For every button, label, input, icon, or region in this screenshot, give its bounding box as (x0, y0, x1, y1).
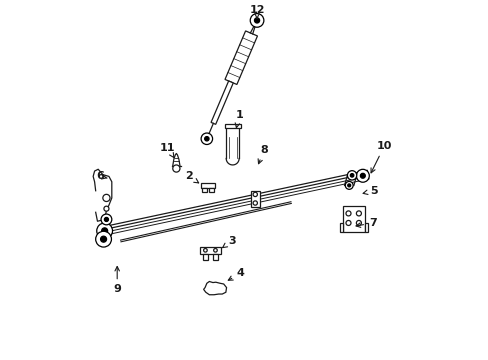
Circle shape (253, 201, 257, 205)
Bar (208, 188, 213, 192)
Circle shape (356, 211, 361, 216)
Polygon shape (224, 31, 257, 85)
Circle shape (254, 18, 259, 23)
Circle shape (201, 133, 212, 144)
Circle shape (101, 236, 106, 242)
Bar (340, 223, 343, 232)
Circle shape (203, 248, 207, 252)
Circle shape (213, 248, 217, 252)
Bar (343, 206, 364, 232)
Circle shape (104, 217, 108, 221)
Circle shape (253, 192, 257, 197)
Circle shape (345, 181, 352, 189)
Circle shape (102, 194, 110, 202)
Text: 3: 3 (222, 236, 235, 248)
Text: 9: 9 (113, 266, 121, 294)
Text: 7: 7 (355, 218, 376, 228)
Text: 5: 5 (363, 186, 377, 196)
Circle shape (356, 220, 361, 225)
Bar (250, 191, 259, 207)
Circle shape (204, 136, 208, 141)
Circle shape (102, 228, 107, 234)
Circle shape (346, 220, 350, 225)
Circle shape (172, 165, 180, 172)
Bar (201, 183, 215, 188)
Circle shape (104, 206, 109, 211)
Bar (224, 124, 240, 128)
Circle shape (97, 223, 112, 239)
Text: 12: 12 (249, 5, 264, 18)
Bar (364, 223, 367, 232)
Text: 8: 8 (258, 144, 267, 164)
Circle shape (347, 184, 350, 187)
Polygon shape (203, 282, 226, 295)
Bar (199, 247, 221, 253)
Circle shape (250, 14, 264, 27)
Text: 1: 1 (235, 111, 243, 128)
Bar (212, 253, 218, 260)
Polygon shape (211, 81, 233, 124)
Text: 11: 11 (159, 143, 175, 158)
Circle shape (356, 169, 368, 182)
Circle shape (346, 171, 356, 180)
Text: 2: 2 (184, 171, 198, 183)
Circle shape (101, 214, 112, 225)
Text: 4: 4 (228, 268, 244, 280)
Circle shape (349, 174, 353, 177)
Text: 10: 10 (370, 141, 391, 173)
Bar (202, 253, 208, 260)
Text: 6: 6 (96, 171, 107, 181)
Circle shape (346, 211, 350, 216)
Bar (202, 188, 207, 192)
Circle shape (96, 231, 111, 247)
Circle shape (360, 173, 365, 178)
